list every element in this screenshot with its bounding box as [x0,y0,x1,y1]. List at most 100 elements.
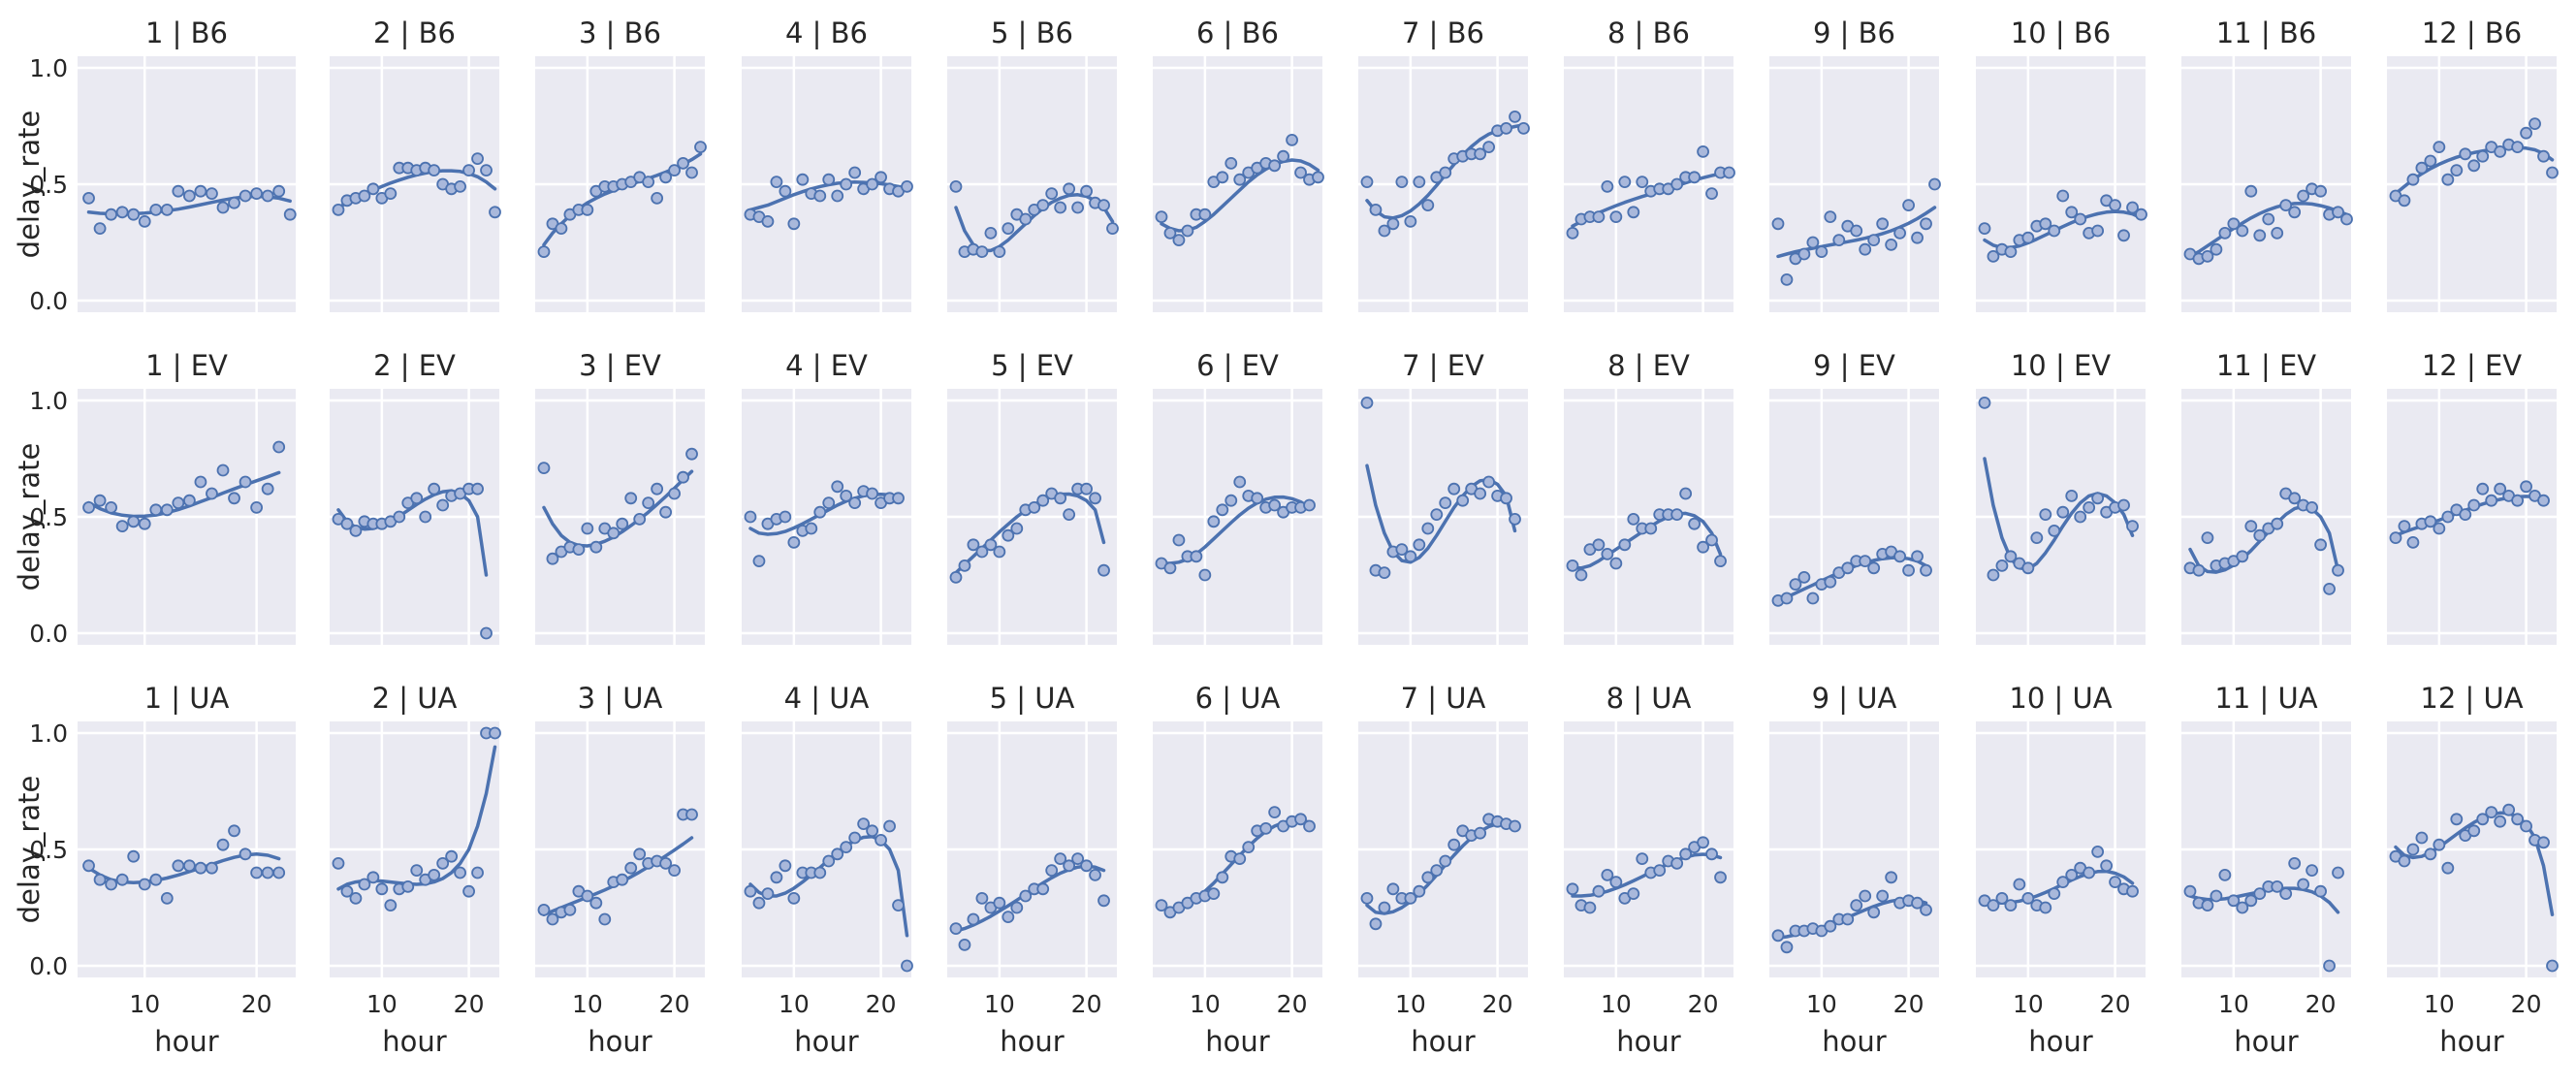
scatter-point [1360,892,1374,905]
panel-title: 3 | EV [579,349,661,382]
scatter-point [2546,166,2559,179]
scatter-point [1601,179,1614,193]
panel-title: 5 | UA [990,682,1075,715]
scatter-point [1386,217,1400,231]
scatter-point [2332,563,2344,577]
scatter-point [787,217,801,231]
scatter-point [1294,813,1307,826]
scatter-point [2253,887,2267,900]
scatter-point [1071,201,1085,214]
scatter-point [1036,199,1050,212]
scatter-point [875,834,887,847]
scatter-point [2398,520,2411,532]
scatter-point [1063,508,1076,521]
scatter-point [1063,182,1076,196]
scatter-point [770,871,783,884]
scatter-point [1028,501,1041,514]
facet-panel: 10 | EV [1976,349,2146,645]
scatter-point [1224,156,1238,170]
panel-title: 6 | UA [1195,682,1281,715]
scatter-point [2271,517,2284,530]
scatter-point [2511,813,2525,826]
scatter-point [984,538,998,552]
scatter-point [651,191,664,205]
scatter-point [866,824,879,838]
scatter-point [581,522,594,535]
scatter-point [2467,498,2481,512]
scatter-point [182,494,196,507]
scatter-point [2433,522,2446,535]
scatter-point [1378,566,1391,579]
scatter-point [642,176,655,189]
scatter-point [1474,487,1487,500]
x-tick-label: 10 [2424,990,2455,1018]
scatter-point [384,899,398,911]
scatter-point [546,552,559,565]
scatter-point [2306,864,2319,877]
x-axis-label: hour [2234,1025,2299,1058]
scatter-point [1036,494,1050,507]
scatter-point [160,203,174,216]
facet-panel: 8 | EV [1564,349,1733,645]
x-tick-label: 10 [572,990,603,1018]
scatter-point [1106,222,1119,236]
scatter-point [2013,878,2026,891]
scatter-point [1771,217,1785,231]
facet-panel: 10 | B6 [1976,16,2147,312]
scatter-point [572,543,586,556]
scatter-point [93,873,107,886]
scatter-point [2511,141,2525,154]
scatter-point [2441,510,2455,524]
scatter-point [1806,236,1820,249]
scatter-point [866,177,879,191]
facet-panel: 5 | B6 [947,16,1119,312]
panel-title: 10 | B6 [2011,16,2111,49]
scatter-point [975,245,989,259]
scatter-point [1286,133,1298,146]
panel-title: 11 | B6 [2216,16,2316,49]
x-axis-label: hour [2439,1025,2504,1058]
scatter-point [340,517,354,530]
scatter-point [1010,901,1024,914]
scatter-point [840,177,853,191]
panel-title: 3 | B6 [579,16,661,49]
scatter-point [901,179,913,193]
scatter-point [1054,201,1067,214]
scatter-point [1439,496,1452,509]
scatter-point [581,203,594,216]
scatter-point [857,817,871,830]
scatter-point [848,831,862,845]
scatter-point [2520,480,2532,494]
y-axis-label: delay_rate [13,443,46,591]
scatter-point [659,171,673,184]
scatter-point [1163,561,1177,575]
scatter-point [1163,226,1177,240]
scatter-point [2210,889,2223,903]
scatter-point [1216,503,1229,517]
scatter-point [831,847,844,861]
scatter-point [668,864,681,877]
scatter-point [633,513,647,526]
scatter-point [2039,508,2052,521]
scatter-point [1404,892,1417,905]
scatter-point [779,859,792,873]
panel-title: 4 | B6 [785,16,868,49]
panel-title: 11 | UA [2214,682,2317,715]
scatter-point [1566,882,1579,896]
scatter-point [2459,508,2472,521]
scatter-point [239,847,252,861]
scatter-point [228,824,240,838]
scatter-point [1002,911,1015,923]
scatter-point [1679,847,1693,861]
scatter-point [2288,857,2302,870]
scatter-point [2253,229,2267,242]
scatter-point [1867,234,1881,247]
scatter-point [206,187,218,201]
facet-panel: 8 | B6 [1564,16,1735,312]
scatter-point [1019,212,1033,226]
y-axis-label: delay_rate [13,776,46,924]
scatter-point [2441,173,2455,186]
